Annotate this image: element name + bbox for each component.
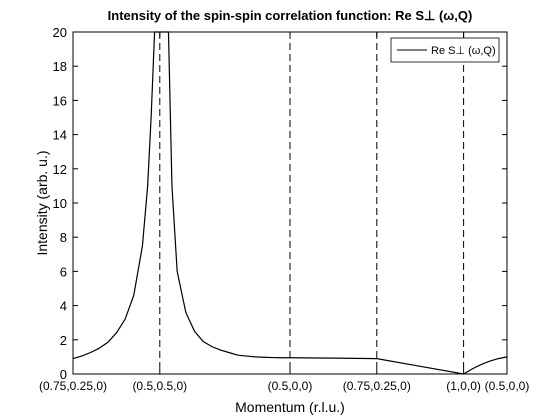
- y-tick-label: 4: [60, 299, 67, 314]
- y-tick-label: 0: [60, 367, 67, 382]
- y-tick-label: 2: [60, 333, 67, 348]
- series-line: [72, 31, 508, 375]
- x-tick-label: (0.75,0.25,0): [39, 379, 107, 393]
- legend: Re S⊥ (ω,Q): [390, 37, 500, 63]
- chart-title: Intensity of the spin-spin correlation f…: [108, 8, 473, 23]
- y-axis-label: Intensity (arb. u.): [34, 150, 50, 255]
- x-tick-label: (1,0,0): [446, 379, 481, 393]
- x-tick-label: (0.5,0,0): [485, 379, 530, 393]
- x-tick-label: (0.5,0.5,0): [132, 379, 187, 393]
- y-tick-label: 18: [53, 59, 67, 74]
- y-tick-label: 14: [53, 128, 67, 143]
- x-tick-label: (0.75,0.25,0): [343, 379, 411, 393]
- x-tick-label: (0.5,0,0): [268, 379, 313, 393]
- x-axis-label: Momentum (r.l.u.): [235, 399, 345, 415]
- y-tick-label: 6: [60, 264, 67, 279]
- y-tick-label: 8: [60, 230, 67, 245]
- y-tick-label: 12: [53, 162, 67, 177]
- y-tick-label: 10: [53, 196, 67, 211]
- y-tick-label: 16: [53, 93, 67, 108]
- y-tick-label: 20: [53, 25, 67, 40]
- legend-label: Re S⊥ (ω,Q): [431, 45, 496, 57]
